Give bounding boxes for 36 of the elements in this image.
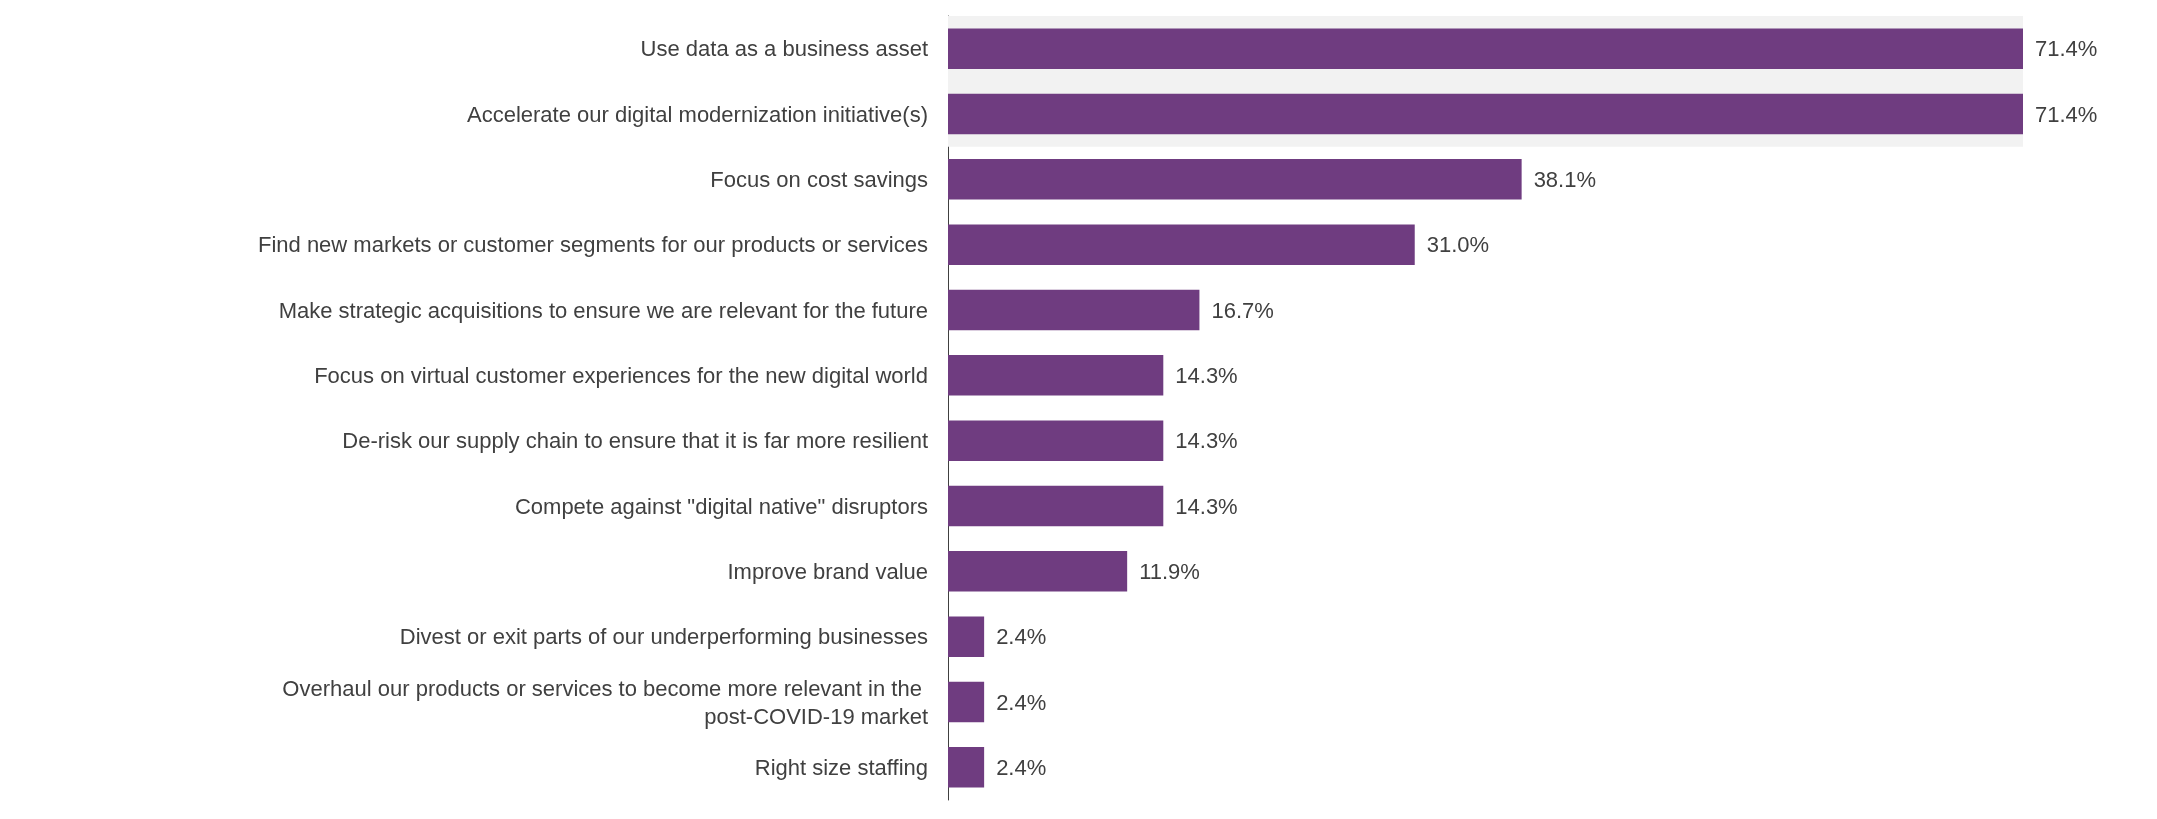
bar xyxy=(948,616,985,657)
y-tick-label: Focus on cost savings xyxy=(710,166,928,192)
data-label: 38.1% xyxy=(1533,166,1597,192)
data-label: 2.4% xyxy=(996,624,1047,650)
bar xyxy=(948,355,1164,396)
data-label: 71.4% xyxy=(2035,101,2098,127)
bar xyxy=(948,681,985,723)
bar xyxy=(948,159,1522,200)
bar xyxy=(948,224,1415,265)
data-label: 16.7% xyxy=(1211,297,1274,323)
y-tick-label: Find new markets or customer segments for our products or services xyxy=(257,232,928,258)
y-tick-label: Overhaul our products or services to become more relevant in the post-COVID-19 market xyxy=(282,675,928,729)
y-tick-label: Improve brand value xyxy=(727,558,928,584)
bar xyxy=(948,420,1164,461)
data-label: 14.3% xyxy=(1175,493,1238,519)
bar xyxy=(948,551,1128,592)
data-label: 2.4% xyxy=(996,689,1047,715)
y-tick-label: Divest or exit parts of our underperforming businesses xyxy=(399,624,928,650)
data-label: 71.4% xyxy=(2035,36,2098,62)
data-label: 31.0% xyxy=(1426,232,1490,258)
bar xyxy=(948,289,1200,331)
y-tick-label: Use data as a business asset xyxy=(640,36,928,62)
data-label: 11.9% xyxy=(1139,558,1200,584)
y-tick-label: Accelerate our digital modernization initiative(s) xyxy=(467,101,928,127)
data-label: 2.4% xyxy=(996,754,1047,780)
y-tick-label: Compete against "digital native" disruptors xyxy=(514,493,928,519)
bar xyxy=(948,28,2023,69)
bar xyxy=(948,747,985,788)
bar xyxy=(948,485,1164,527)
y-tick-label: Make strategic acquisitions to ensure we are relevant for the future xyxy=(278,297,928,323)
y-tick-label: De-risk our supply chain to ensure that it is far more resilient xyxy=(342,428,928,454)
y-tick-label: Right size staffing xyxy=(754,754,928,780)
bar xyxy=(948,93,2023,135)
y-tick-label: Focus on virtual customer experiences for the new digital world xyxy=(314,362,928,388)
data-label: 14.3% xyxy=(1175,362,1238,388)
data-label: 14.3% xyxy=(1175,428,1238,454)
